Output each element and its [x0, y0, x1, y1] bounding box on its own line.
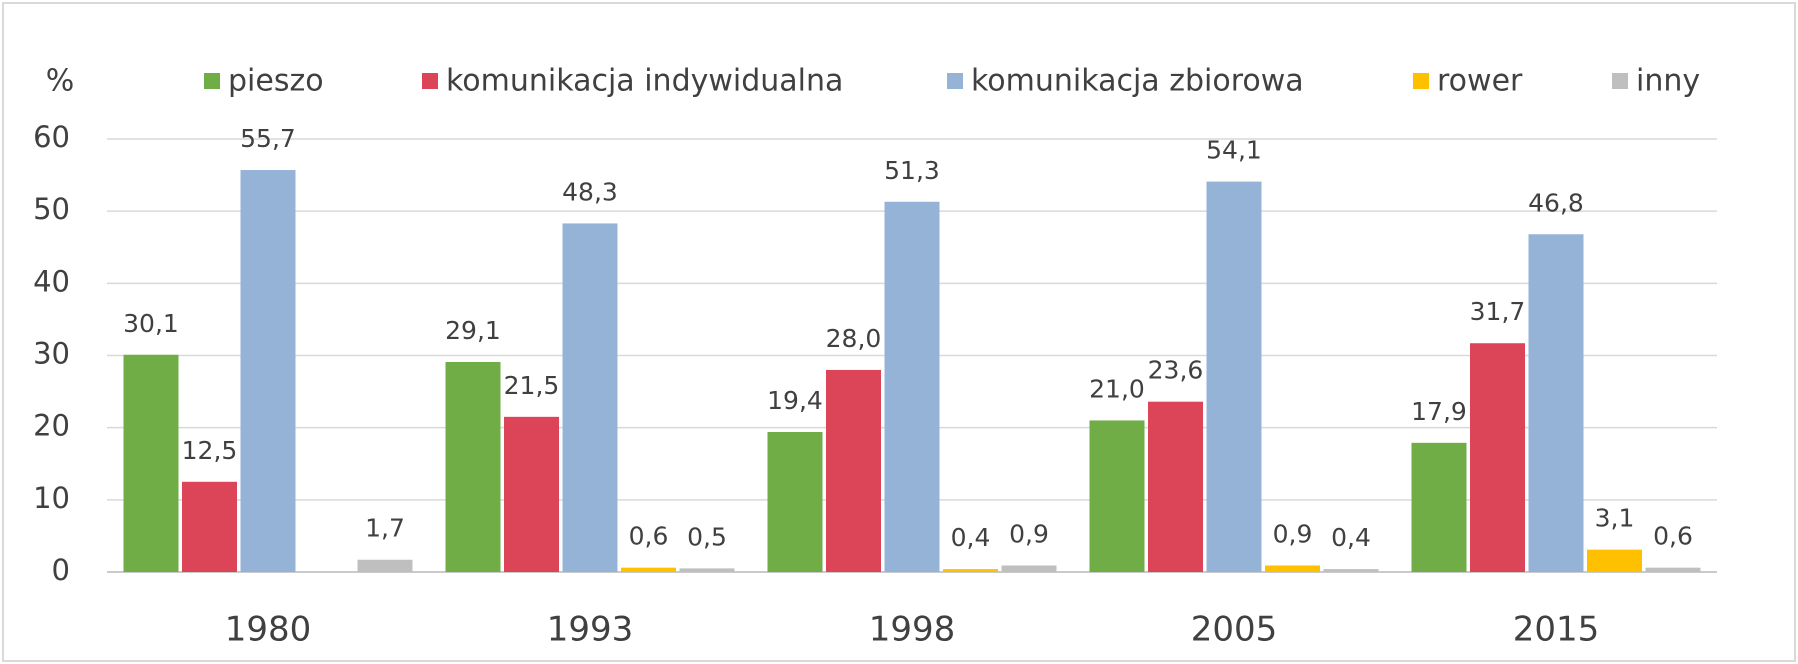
bar	[357, 559, 413, 572]
data-label: 30,1	[123, 309, 179, 338]
data-label: 31,7	[1470, 297, 1526, 326]
data-label: 3,1	[1595, 504, 1635, 533]
bar	[679, 568, 735, 572]
data-label: 0,9	[1009, 520, 1049, 549]
bar	[123, 354, 179, 572]
y-tick-label: 20	[33, 409, 70, 443]
legend-swatch	[1413, 73, 1429, 89]
bar	[1089, 420, 1145, 572]
legend-label: pieszo	[228, 64, 324, 99]
data-label: 0,4	[951, 523, 991, 552]
data-label: 0,5	[687, 522, 727, 551]
data-label: 46,8	[1528, 188, 1584, 217]
legend-label: komunikacja zbiorowa	[971, 64, 1304, 99]
legend-label: rower	[1437, 64, 1523, 99]
bar	[1323, 569, 1379, 572]
bar	[1470, 343, 1525, 572]
data-label: 12,5	[182, 436, 238, 465]
data-label: 48,3	[562, 177, 618, 206]
legend-swatch	[1612, 73, 1628, 89]
bar	[182, 481, 237, 572]
y-axis-label: %	[46, 64, 75, 99]
x-tick-label: 2005	[1191, 610, 1278, 650]
legend-label: komunikacja indywidualna	[446, 64, 843, 99]
data-label: 0,6	[629, 522, 669, 551]
y-tick-label: 0	[52, 553, 70, 587]
x-tick-label: 2015	[1513, 610, 1600, 650]
bar	[562, 223, 618, 572]
bar	[1206, 181, 1262, 572]
bar	[1528, 234, 1584, 572]
bar	[884, 201, 940, 572]
y-tick-label: 50	[33, 192, 70, 226]
data-label: 29,1	[445, 316, 501, 345]
bar	[826, 369, 881, 572]
data-label: 0,9	[1273, 520, 1313, 549]
bar	[445, 361, 501, 572]
data-label: 55,7	[240, 124, 296, 153]
data-label: 1,7	[365, 514, 405, 543]
y-tick-label: 40	[33, 264, 70, 298]
legend-swatch	[422, 73, 438, 89]
y-tick-label: 30	[33, 337, 70, 371]
data-label: 28,0	[826, 324, 882, 353]
data-label: 19,4	[767, 386, 823, 415]
legend-swatch	[947, 73, 963, 89]
bar	[1148, 401, 1203, 572]
bar	[1001, 565, 1057, 572]
bar	[240, 170, 296, 572]
data-label: 21,5	[504, 371, 560, 400]
data-label: 51,3	[884, 156, 940, 185]
bar	[621, 567, 676, 572]
data-label: 0,4	[1331, 523, 1371, 552]
bar	[1587, 549, 1642, 572]
legend-label: inny	[1636, 64, 1700, 99]
bar	[1411, 442, 1467, 572]
bar	[1265, 565, 1320, 572]
y-tick-label: 10	[33, 481, 70, 515]
x-tick-label: 1998	[869, 610, 956, 650]
bar	[943, 569, 998, 572]
data-label: 0,6	[1653, 522, 1693, 551]
legend-swatch	[204, 73, 220, 89]
data-label: 17,9	[1411, 397, 1467, 426]
bar	[767, 431, 823, 572]
bar	[1645, 567, 1701, 572]
x-tick-label: 1993	[547, 610, 634, 650]
bar	[504, 416, 559, 572]
data-label: 54,1	[1206, 136, 1262, 165]
x-tick-label: 1980	[225, 610, 312, 650]
y-tick-label: 60	[33, 120, 70, 154]
data-label: 21,0	[1089, 374, 1145, 403]
data-label: 23,6	[1148, 356, 1204, 385]
